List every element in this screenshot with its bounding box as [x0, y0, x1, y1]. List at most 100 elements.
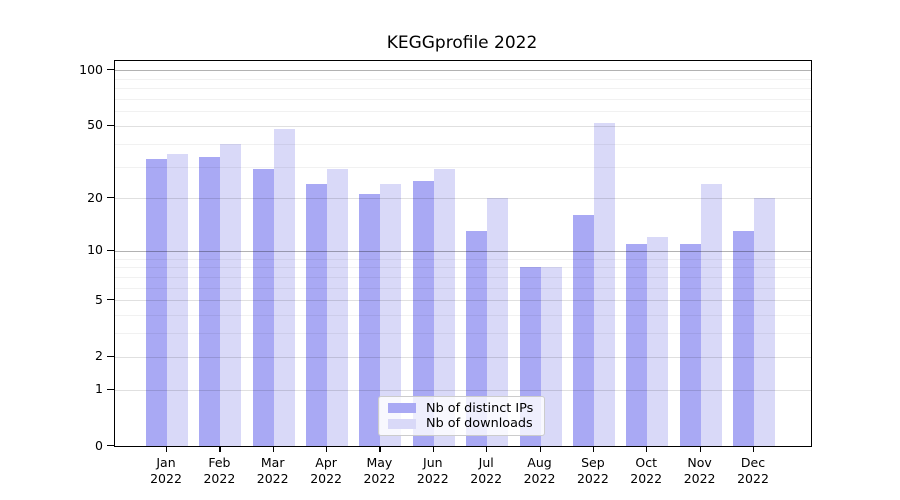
legend-label-distinct-ips: Nb of distinct IPs [426, 400, 534, 416]
bar-downloads-dec [753, 198, 775, 446]
x-tick [539, 446, 541, 452]
legend-item-distinct-ips: Nb of distinct IPs [388, 401, 535, 416]
x-tick-year: 2022 [576, 471, 609, 486]
x-tick [432, 446, 434, 452]
bar-downloads-aug [540, 267, 562, 446]
x-tick-year: 2022 [203, 471, 236, 486]
x-tick [592, 446, 595, 452]
bar-downloads-mar [273, 129, 295, 446]
gridline-minor [115, 258, 811, 260]
legend: Nb of distinct IPs Nb of downloads [378, 396, 545, 436]
x-tick [753, 446, 755, 452]
x-tick-year: 2022 [310, 471, 342, 486]
bar-distinct-ips-apr [306, 184, 328, 446]
gridline-minor [115, 88, 811, 90]
bar-downloads-jul [487, 198, 509, 446]
x-tick [486, 446, 488, 452]
bar-distinct-ips-oct [626, 243, 648, 446]
x-tick-label: May 2022 [349, 455, 409, 487]
x-tick-label: Feb 2022 [189, 455, 249, 487]
x-tick-label: Mar 2022 [243, 455, 303, 487]
x-tick-year: 2022 [737, 471, 769, 486]
x-tick-year: 2022 [470, 471, 503, 486]
y-tick [107, 69, 114, 71]
gridline-minor [115, 287, 811, 289]
x-tick-label: Oct 2022 [616, 455, 676, 487]
x-tick [646, 446, 648, 452]
y-tick-label: 50 [87, 117, 103, 133]
x-axis: Jan 2022 Feb 2022 Mar 2022 Apr 2022 May 2022 Jun 20… [114, 445, 810, 500]
gridline-minor [115, 276, 811, 278]
bar-distinct-ips-nov [679, 243, 701, 446]
y-tick [107, 355, 114, 357]
y-tick-label: 0 [95, 437, 103, 453]
x-tick-label: Jan 2022 [136, 455, 196, 487]
gridline-major [115, 125, 811, 127]
x-tick-year: 2022 [363, 471, 396, 486]
y-tick [107, 388, 114, 390]
gridline-minor [115, 78, 811, 80]
y-tick [107, 445, 114, 447]
y-axis: 100 50 20 10 5 2 1 0 [0, 60, 103, 453]
bar-distinct-ips-jun [412, 180, 434, 446]
x-tick-label: Sep 2022 [563, 455, 623, 487]
gridline-major [115, 356, 811, 358]
bar-distinct-ips-jan [146, 159, 167, 446]
x-tick-label: Dec 2022 [723, 455, 783, 487]
y-tick [107, 124, 114, 127]
x-tick-year: 2022 [683, 471, 716, 486]
gridline-minor [115, 99, 811, 100]
bar-downloads-feb [220, 143, 242, 446]
x-tick [326, 446, 328, 452]
x-tick-year: 2022 [523, 471, 556, 486]
bar-downloads-apr [327, 169, 349, 446]
plot-area [114, 60, 812, 447]
x-tick-label: Apr 2022 [296, 455, 356, 487]
gridline-major [115, 250, 811, 252]
x-tick [219, 446, 221, 452]
x-tick-year: 2022 [630, 471, 663, 486]
x-tick-year: 2022 [150, 471, 182, 486]
bar-distinct-ips-sep [572, 215, 594, 446]
gridline-major [115, 389, 811, 391]
x-tick-year: 2022 [416, 471, 449, 486]
x-tick-label: Aug 2022 [510, 455, 570, 487]
gridline-minor [115, 111, 811, 113]
bar-distinct-ips-jul [466, 231, 488, 446]
bar-distinct-ips-may [359, 194, 381, 446]
gridline-minor [115, 333, 811, 335]
x-tick [699, 446, 701, 452]
bar-downloads-sep [593, 122, 615, 446]
y-tick-label: 5 [95, 291, 103, 307]
gridline-minor [115, 315, 811, 316]
x-tick [379, 446, 381, 452]
legend-swatch-distinct-ips [388, 403, 416, 414]
x-tick-year: 2022 [256, 471, 289, 486]
y-tick [107, 299, 114, 301]
y-tick-label: 10 [87, 242, 103, 258]
x-tick-label: Jun 2022 [403, 455, 463, 487]
chart-title: KEGGprofile 2022 [386, 33, 538, 53]
bar-downloads-jan [167, 154, 188, 446]
bar-downloads-oct [647, 237, 669, 446]
bar-downloads-jun [433, 169, 455, 446]
gridline-minor [115, 143, 811, 145]
y-tick [107, 197, 114, 199]
gridline-minor [115, 267, 811, 269]
gridline-major [115, 300, 811, 302]
bar-downloads-may [380, 184, 402, 446]
x-tick [166, 446, 168, 452]
bar-downloads-nov [700, 184, 722, 446]
x-tick [272, 446, 274, 452]
gridline-major [115, 70, 811, 72]
y-tick-label: 100 [79, 61, 103, 77]
y-tick-label: 20 [87, 189, 103, 205]
bar-distinct-ips-feb [199, 156, 221, 446]
bar-distinct-ips-dec [732, 231, 754, 446]
bar-distinct-ips-mar [252, 169, 274, 446]
y-tick [107, 249, 114, 251]
legend-swatch-downloads [388, 418, 416, 429]
gridline-minor [115, 166, 811, 168]
x-tick-label: Jul 2022 [456, 455, 516, 487]
